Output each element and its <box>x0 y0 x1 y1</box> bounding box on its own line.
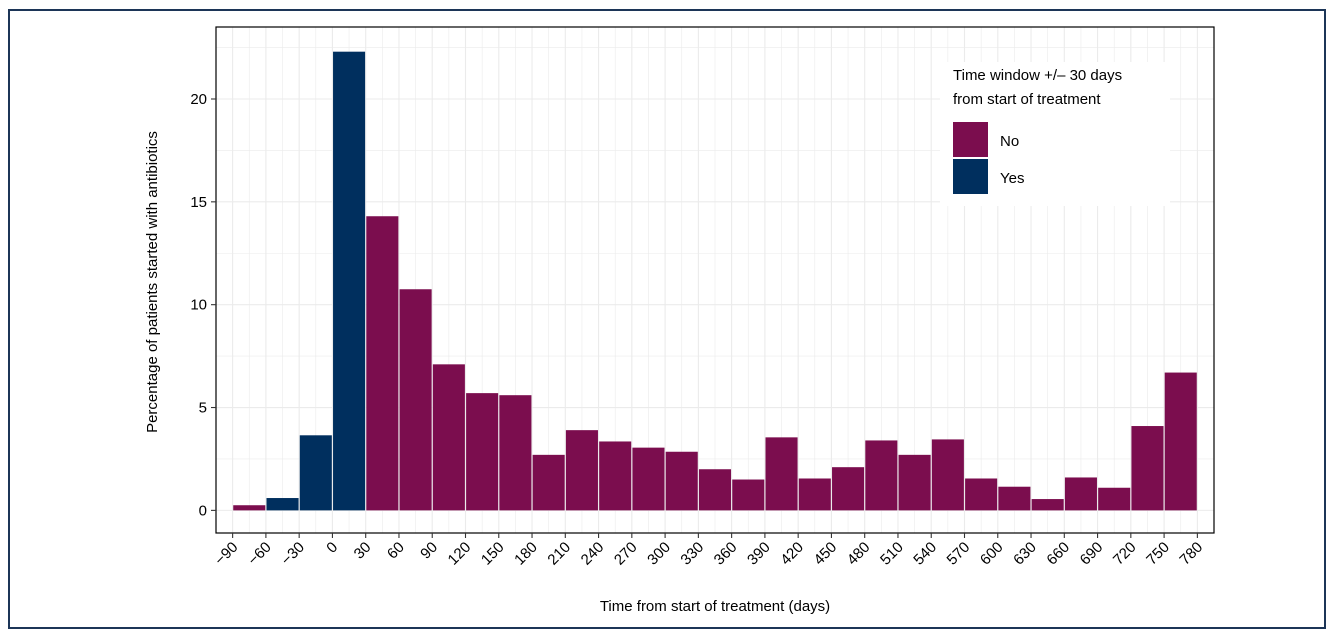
histogram-bar <box>266 498 299 511</box>
histogram-bar <box>865 440 898 511</box>
plot-border <box>215 26 1215 534</box>
x-tick-label: 30 <box>351 539 375 563</box>
x-tick-label: 240 <box>578 539 608 569</box>
histogram-bar <box>565 430 598 511</box>
histogram-bar <box>399 289 432 511</box>
histogram-bar <box>366 216 399 511</box>
x-tick-label: 210 <box>544 539 574 569</box>
histogram-bar <box>333 51 366 511</box>
x-tick-label: 450 <box>811 539 841 569</box>
y-axis: 0 5 10 15 20 <box>190 91 216 519</box>
legend-label-no: No <box>1000 133 1019 150</box>
x-tick-label: 690 <box>1077 539 1107 569</box>
x-axis: −90 −60 −30 0 30 60 90 120 150 180 210 240 270 300 330… <box>211 533 1206 569</box>
histogram-bar <box>1064 477 1097 511</box>
x-tick-label: 390 <box>744 539 774 569</box>
x-tick-label: 300 <box>644 539 674 569</box>
histogram-bar <box>299 435 332 511</box>
legend: Time window +/– 30 days from start of tr… <box>940 62 1170 206</box>
histogram-bar <box>898 454 931 511</box>
x-tick-label: 750 <box>1143 539 1173 569</box>
x-tick-label: −90 <box>211 539 241 569</box>
histogram-bar <box>1098 487 1131 511</box>
y-tick-label: 15 <box>190 194 207 211</box>
histogram-bar <box>632 447 665 511</box>
x-tick-label: 420 <box>777 539 807 569</box>
x-tick-label: 570 <box>944 539 974 569</box>
x-tick-label: 510 <box>877 539 907 569</box>
histogram-bar <box>1031 499 1064 511</box>
bars <box>233 51 1197 511</box>
y-tick-label: 0 <box>199 502 207 519</box>
y-tick-label: 20 <box>190 91 207 108</box>
x-tick-label: −30 <box>278 539 308 569</box>
histogram-bar <box>965 478 998 511</box>
histogram-bar <box>499 395 532 511</box>
x-tick-label: 480 <box>844 539 874 569</box>
legend-title: Time window +/– 30 days from start of tr… <box>953 67 1126 108</box>
x-tick-label: 360 <box>711 539 741 569</box>
histogram-bar <box>732 479 765 511</box>
x-tick-label: 270 <box>611 539 641 569</box>
x-tick-label: 90 <box>417 539 441 563</box>
x-tick-label: 120 <box>445 539 475 569</box>
histogram-bar <box>466 393 499 511</box>
histogram-bar <box>798 478 831 511</box>
legend-key-no <box>953 122 988 157</box>
histogram-bar <box>998 486 1031 511</box>
x-tick-label: 660 <box>1043 539 1073 569</box>
histogram-bar <box>665 451 698 511</box>
x-tick-label: 540 <box>910 539 940 569</box>
x-tick-label: 630 <box>1010 539 1040 569</box>
y-tick-label: 10 <box>190 297 207 314</box>
x-tick-label: 60 <box>384 539 408 563</box>
x-tick-label: 720 <box>1110 539 1140 569</box>
histogram-bar <box>931 439 964 511</box>
histogram-bar <box>1164 372 1197 511</box>
x-tick-label: 330 <box>677 539 707 569</box>
y-axis-title: Percentage of patients started with anti… <box>144 131 161 433</box>
y-tick-label: 5 <box>199 400 207 417</box>
legend-key-yes <box>953 159 988 194</box>
histogram-bar <box>698 469 732 511</box>
histogram-bar <box>765 437 798 511</box>
x-tick-label: 780 <box>1176 539 1206 569</box>
x-tick-label: 600 <box>977 539 1007 569</box>
histogram-bar <box>1131 426 1164 511</box>
histogram-bar <box>832 467 865 511</box>
legend-label-yes: Yes <box>1000 170 1024 187</box>
x-axis-title: Time from start of treatment (days) <box>600 598 830 615</box>
histogram-bar <box>432 364 465 511</box>
histogram-bar <box>599 441 632 511</box>
x-tick-label: 0 <box>323 539 341 557</box>
x-tick-label: −60 <box>245 539 275 569</box>
histogram-bar <box>532 454 565 511</box>
x-tick-label: 150 <box>478 539 508 569</box>
histogram-bar <box>233 505 266 511</box>
x-tick-label: 180 <box>511 539 541 569</box>
